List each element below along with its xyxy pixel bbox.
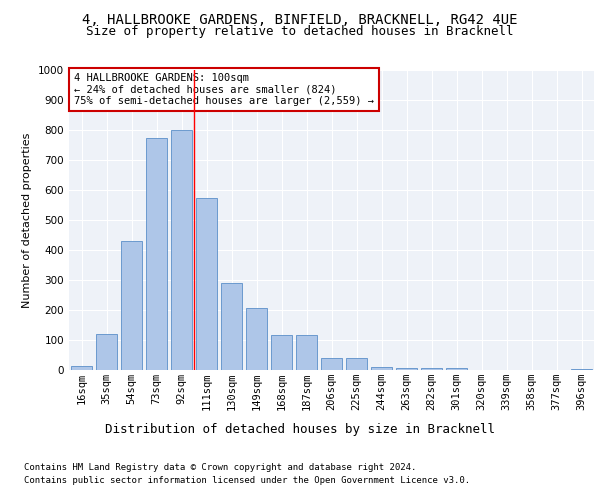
Bar [146, 138, 167, 370]
Bar [321, 358, 342, 370]
Y-axis label: Number of detached properties: Number of detached properties [22, 132, 32, 308]
Bar [246, 308, 267, 370]
Bar [196, 198, 217, 370]
Text: 4 HALLBROOKE GARDENS: 100sqm
← 24% of detached houses are smaller (824)
75% of s: 4 HALLBROOKE GARDENS: 100sqm ← 24% of de… [74, 73, 374, 106]
Text: Contains HM Land Registry data © Crown copyright and database right 2024.: Contains HM Land Registry data © Crown c… [24, 464, 416, 472]
Text: Contains public sector information licensed under the Open Government Licence v3: Contains public sector information licen… [24, 476, 470, 485]
Bar [296, 334, 317, 370]
Bar [396, 368, 417, 370]
Bar [371, 367, 392, 370]
Bar [71, 366, 92, 370]
Bar [121, 241, 142, 370]
Bar [446, 368, 467, 370]
Bar [171, 130, 192, 370]
Bar [221, 283, 242, 370]
Text: Size of property relative to detached houses in Bracknell: Size of property relative to detached ho… [86, 25, 514, 38]
Bar [421, 368, 442, 370]
Bar [96, 334, 117, 370]
Bar [571, 368, 592, 370]
Text: 4, HALLBROOKE GARDENS, BINFIELD, BRACKNELL, RG42 4UE: 4, HALLBROOKE GARDENS, BINFIELD, BRACKNE… [82, 12, 518, 26]
Bar [346, 358, 367, 370]
Text: Distribution of detached houses by size in Bracknell: Distribution of detached houses by size … [105, 422, 495, 436]
Bar [271, 334, 292, 370]
